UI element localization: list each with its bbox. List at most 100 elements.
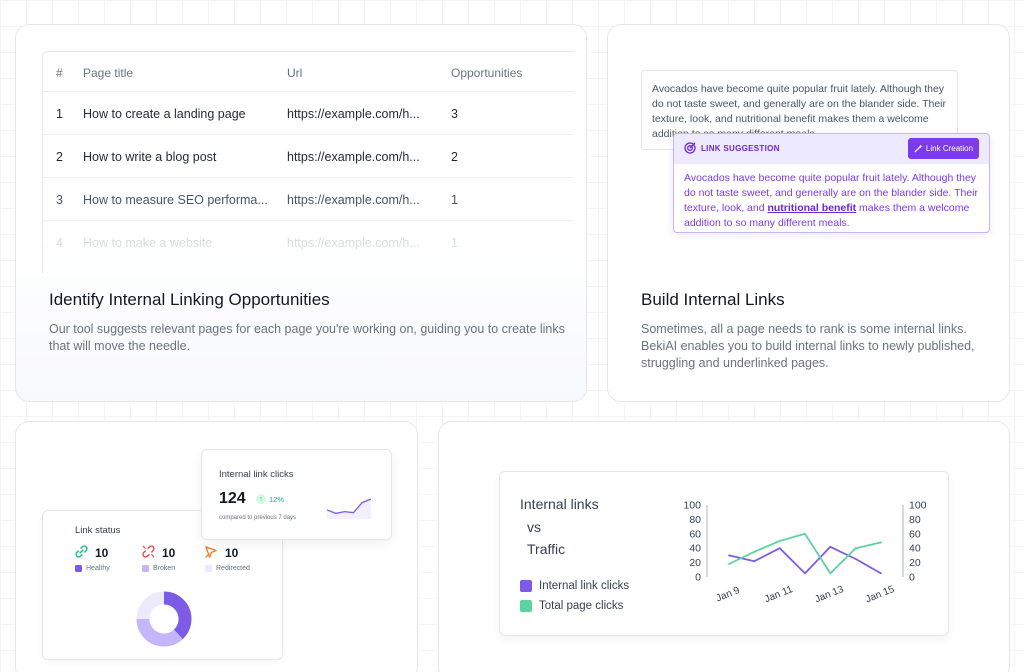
column-header-url: Url [287,66,303,80]
suggestion-line: texture, look, and nutritional benefit m… [684,201,979,216]
suggested-anchor-link[interactable]: nutritional benefit [767,202,857,214]
column-header-number: # [56,66,63,80]
chart-title-line-3: Traffic [527,541,566,557]
series-point-0 [804,572,806,575]
broken-link-icon [142,545,155,558]
series-point-0 [854,558,857,560]
healthy-swatch [75,565,82,572]
row-number: 3 [56,193,63,207]
description-line: that will move the needle. [49,339,191,353]
y-tick-label-left: 60 [689,528,701,540]
link-creation-button[interactable]: Link Creation [908,138,979,159]
card-title: Identify Internal Linking Opportunities [49,290,330,309]
series-point-0 [880,572,882,575]
link-icon [75,545,88,558]
link-creation-label: Link Creation [925,144,974,153]
row-url[interactable]: https://example.com/h... [287,150,420,164]
series-point-1 [880,541,882,544]
link-status-panel: Link status 10 Healthy 10 Broken 10 Redi… [42,510,283,660]
suggestion-text-before: texture, look, and [684,202,768,214]
series-point-1 [854,547,857,550]
sparkline-line [327,498,371,515]
donut-segment-1 [136,591,192,647]
build-links-card: Avocados have become quite popular fruit… [607,24,1010,402]
legend-item-internal-link-clicks: Internal link clicks [520,580,629,592]
sparkline-area [327,499,371,519]
suggestion-line: do not taste sweet, and generally are on… [684,187,978,199]
table-row[interactable]: 4 How to make a website https://example.… [43,221,574,264]
series-point-1 [804,532,806,535]
y-tick-label-left: 0 [695,572,701,584]
x-tick-label: Jan 13 [813,584,845,606]
legend-item-total-page-clicks: Total page clicks [520,600,623,612]
series-point-0 [753,560,756,563]
x-tick-label: Jan 15 [864,584,896,606]
y-tick-label-left: 20 [689,557,701,569]
x-tick-label: Jan 9 [715,585,742,605]
x-tick-label: Jan 11 [763,584,795,605]
suggestion-line: Avocados have become quite popular fruit… [684,172,977,184]
chart-title-line-2: vs [527,519,541,535]
donut-segment-2 [136,591,192,647]
healthy-legend: Healthy [75,565,110,572]
redirected-count: 10 [225,546,239,560]
redirect-arrow-icon [205,546,217,558]
chart-title-line-1: Internal links [520,496,599,512]
row-number: 1 [56,107,63,121]
link-status-card: Link status 10 Healthy 10 Broken 10 Redi… [15,421,418,672]
clicks-value: 124 [219,490,246,507]
clicks-change-value: 12% [269,494,285,504]
y-tick-label-right: 80 [909,514,921,526]
row-page-title: How to create a landing page [83,107,246,121]
clicks-label: Internal link clicks [219,469,294,480]
row-url[interactable]: https://example.com/h... [287,236,420,250]
card-description: Our tool suggests relevant pages for eac… [49,321,569,355]
suggestion-text: Avocados have become quite popular fruit… [674,164,989,232]
clicks-change-badge: ↑ 12% [256,494,284,504]
clicks-compared-text: compared to previous 7 days [219,515,297,521]
legend-label: Internal link clicks [539,580,630,592]
opportunities-table: # Page title Url Opportunities 1 How to … [42,51,574,273]
table-row[interactable]: 3 How to measure SEO performa... https:/… [43,178,574,221]
links-traffic-line-chart: 0 0 20 20 40 40 60 60 80 80 100 100 Jan 9 Jan 11 Jan 1… [683,500,926,606]
table-row[interactable]: 1 How to create a landing page https://e… [43,92,574,135]
card-title: Build Internal Links [641,290,785,309]
redirected-legend: Redirected [205,565,250,572]
suggestion-label: LINK SUGGESTION [701,144,780,153]
y-tick-label-right: 20 [909,557,921,569]
healthy-count: 10 [95,546,109,560]
link-status-donut-chart [136,591,192,647]
description-line: Our tool suggests relevant pages for eac… [49,322,565,336]
series-point-0 [778,547,781,550]
row-opportunities: 2 [451,150,458,164]
broken-count: 10 [162,546,176,560]
legend-swatch [520,600,532,612]
table-row[interactable]: 2 How to write a blog post https://examp… [43,135,574,178]
description-line: Sometimes, all a page needs to rank is s… [641,322,967,336]
paragraph-line: texture, look, and nutritional benefit m… [652,113,929,125]
healthy-label: Healthy [86,565,110,572]
chart-panel: Internal links vs Traffic Internal link … [499,471,949,636]
suggestion-line: addition to so many different meals. [684,217,850,229]
y-tick-label-left: 40 [689,543,701,555]
y-tick-label-left: 100 [683,500,701,512]
series-point-1 [753,550,756,553]
row-page-title: How to write a blog post [83,150,217,164]
legend-swatch [520,580,532,592]
column-header-opportunities: Opportunities [451,66,523,80]
description-line: BekiAI enables you to build internal lin… [641,339,975,353]
description-line: struggling and underlinked pages. [641,356,829,370]
row-number: 2 [56,150,63,164]
y-tick-label-right: 0 [909,572,915,584]
redirected-label: Redirected [216,565,250,572]
link-suggestion-popup: LINK SUGGESTION Link Creation Avocados h… [673,133,990,233]
broken-label: Broken [153,565,176,572]
series-point-1 [829,572,832,575]
column-header-page-title: Page title [83,66,134,80]
table-header: # Page title Url Opportunities [43,52,574,92]
row-url[interactable]: https://example.com/h... [287,193,420,207]
series-point-1 [728,563,730,565]
row-url[interactable]: https://example.com/h... [287,107,420,121]
linking-opportunities-card: # Page title Url Opportunities 1 How to … [15,24,587,402]
link-status-label: Link status [75,525,121,536]
